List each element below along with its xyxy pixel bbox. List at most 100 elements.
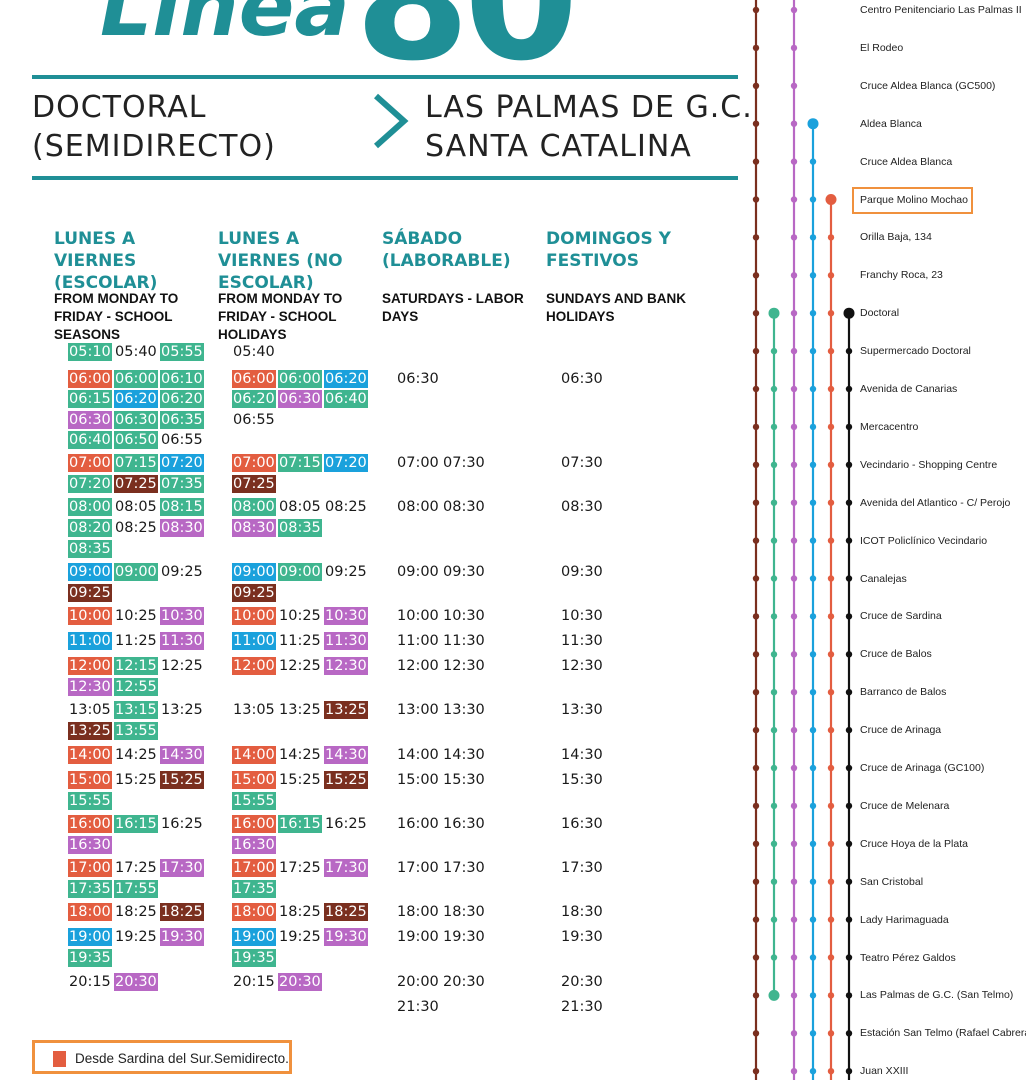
highlighted-stop-box — [852, 187, 973, 214]
stop-marker — [770, 878, 778, 885]
departure-time: 19:30 — [443, 929, 485, 945]
stop-name: Canalejas — [860, 572, 907, 585]
stop-marker — [845, 689, 853, 696]
departure-time: 16:25 — [161, 816, 203, 832]
stop-marker — [752, 120, 760, 127]
departure-time: 16:15 — [278, 815, 322, 833]
stop-marker — [752, 82, 760, 90]
departure-time: 19:25 — [115, 929, 157, 945]
stop-name: El Rodeo — [860, 41, 904, 54]
stop-name: Cruce Aldea Blanca — [860, 155, 953, 168]
departure-time: 12:00 — [397, 658, 439, 674]
departure-time: 05:40 — [233, 344, 275, 360]
stop-marker — [827, 499, 835, 506]
departure-time: 11:00 — [68, 632, 112, 650]
stop-marker — [827, 726, 835, 734]
stop-marker — [845, 878, 853, 885]
stop-name: Cruce de Melenara — [860, 799, 950, 812]
stop-marker — [809, 461, 817, 468]
stop-marker — [809, 385, 817, 393]
departure-time: 13:05 — [69, 702, 111, 718]
stop-marker — [790, 158, 798, 165]
stop-marker — [752, 272, 760, 279]
stop-name: Centro Penitenciario Las Palmas II — [860, 4, 1022, 16]
departure-time: 12:30 — [324, 657, 368, 675]
stop-marker — [845, 537, 853, 544]
departure-time: 20:30 — [278, 973, 322, 991]
departure-time: 07:25 — [114, 475, 158, 493]
stop-marker — [827, 954, 835, 961]
stop-marker — [809, 537, 817, 544]
stop-marker — [790, 726, 798, 734]
departure-time: 20:30 — [443, 974, 485, 990]
departure-time: 12:30 — [561, 658, 603, 674]
stop-marker — [752, 1068, 760, 1075]
departure-time: 14:30 — [561, 747, 603, 763]
departure-time: 06:50 — [114, 431, 158, 449]
departure-time: 17:00 — [68, 859, 112, 877]
departure-time: 10:30 — [160, 607, 204, 625]
departure-time: 19:30 — [324, 928, 368, 946]
departure-time: 08:25 — [325, 499, 367, 515]
departure-time: 06:30 — [278, 390, 322, 408]
departure-time: 08:00 — [68, 498, 112, 516]
departure-time: 09:00 — [232, 563, 276, 581]
stop-marker — [752, 613, 760, 620]
departure-time: 19:00 — [68, 928, 112, 946]
origin-line-1: DOCTORAL — [32, 90, 207, 125]
departure-time: 11:30 — [561, 633, 603, 649]
departure-time: 07:00 — [397, 455, 439, 471]
stop-marker — [790, 423, 798, 431]
departure-time: 17:25 — [279, 860, 321, 876]
stop-marker — [752, 461, 760, 468]
stop-marker — [809, 802, 817, 810]
column-subtitle-sunday: SUNDAYS AND BANK HOLIDAYS — [546, 291, 687, 324]
stop-marker — [790, 196, 798, 203]
stop-marker — [845, 423, 853, 431]
stop-marker — [807, 118, 819, 130]
stop-marker — [752, 385, 760, 393]
departure-time: 19:25 — [279, 929, 321, 945]
stop-marker — [809, 272, 817, 279]
stop-name: Doctoral — [860, 307, 900, 320]
stop-name: Las Palmas de G.C. (San Telmo) — [860, 989, 1014, 1002]
stop-name: Avenida del Atlantico - C/ Perojo — [860, 496, 1011, 509]
departure-time: 14:30 — [443, 747, 485, 763]
departure-time: 05:10 — [68, 343, 112, 361]
departure-time: 15:30 — [443, 772, 485, 788]
stop-marker — [790, 878, 798, 885]
stop-marker — [809, 840, 817, 847]
stop-marker — [752, 802, 760, 810]
stop-marker — [752, 423, 760, 431]
stop-marker — [752, 347, 760, 355]
stop-marker — [790, 499, 798, 506]
stop-marker — [827, 992, 835, 999]
stop-marker — [790, 120, 798, 127]
stop-marker — [845, 575, 853, 582]
stop-marker — [752, 916, 760, 923]
stop-marker — [845, 613, 853, 620]
departure-time: 14:30 — [324, 746, 368, 764]
column-title-sunday: DOMINGOS Y FESTIVOS — [546, 229, 671, 271]
departure-time: 11:00 — [397, 633, 439, 649]
stop-marker — [790, 82, 798, 90]
departure-time: 13:55 — [114, 722, 158, 740]
departure-time: 07:20 — [68, 475, 112, 493]
stop-marker — [752, 537, 760, 544]
stop-name: Barranco de Balos — [860, 686, 947, 699]
departure-time: 14:00 — [232, 746, 276, 764]
legend: Desde Sardina del Sur.Semidirecto. — [32, 1040, 292, 1074]
departure-time: 18:00 — [232, 903, 276, 921]
departure-time: 12:00 — [68, 657, 112, 675]
stop-marker — [790, 1030, 798, 1037]
departure-time: 17:55 — [114, 880, 158, 898]
departure-time: 13:25 — [279, 702, 321, 718]
departure-time: 17:30 — [160, 859, 204, 877]
stop-marker — [845, 726, 853, 734]
stop-marker — [809, 651, 817, 658]
stop-marker — [827, 916, 835, 923]
departure-time: 08:15 — [160, 498, 204, 516]
departure-time: 13:05 — [233, 702, 275, 718]
stop-name: Cruce de Arinaga — [860, 724, 942, 737]
stop-marker — [827, 234, 835, 241]
